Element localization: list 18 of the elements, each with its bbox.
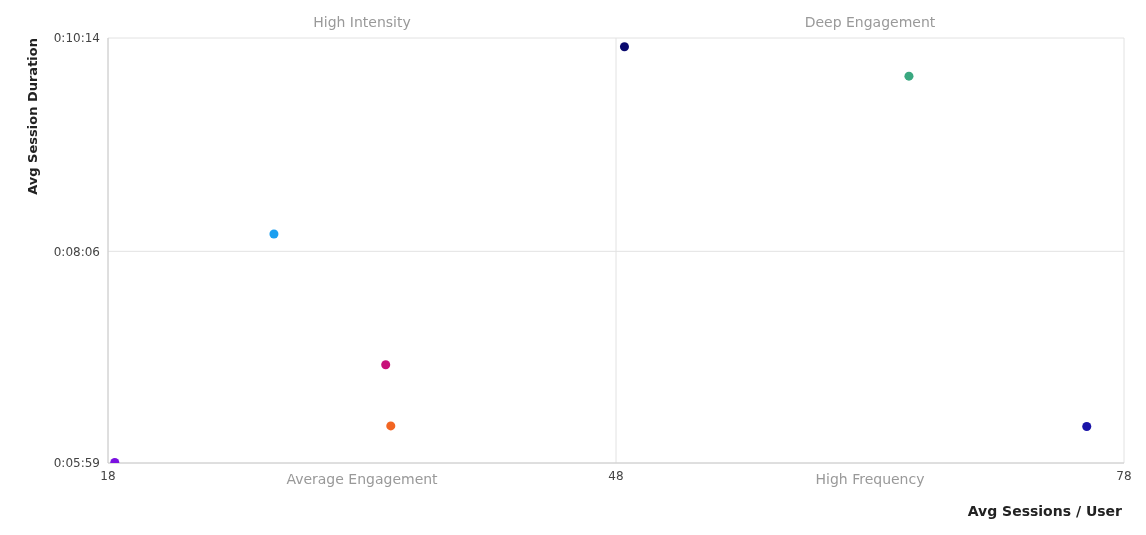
point — [269, 229, 279, 239]
y-tick-label: 0:08:06 — [53, 244, 100, 259]
point — [381, 360, 391, 370]
y-tick-label: 0:05:59 — [53, 456, 100, 471]
text: Deep Engagement — [804, 14, 936, 30]
point — [904, 71, 914, 81]
point — [386, 421, 396, 431]
point — [619, 42, 629, 52]
x-tick-label: 18 — [100, 468, 116, 483]
text: High Intensity — [313, 14, 411, 30]
x-tick-label: 78 — [1116, 468, 1132, 483]
y-tick-label: 0:10:14 — [53, 31, 100, 46]
y-axis-title: Avg Session Duration — [24, 38, 40, 195]
x-axis-title: Avg Sessions / User — [967, 503, 1123, 519]
point — [1082, 422, 1092, 432]
text: High Frequency — [815, 471, 925, 487]
text: Average Engagement — [286, 471, 438, 487]
x-tick-label: 48 — [608, 468, 624, 483]
